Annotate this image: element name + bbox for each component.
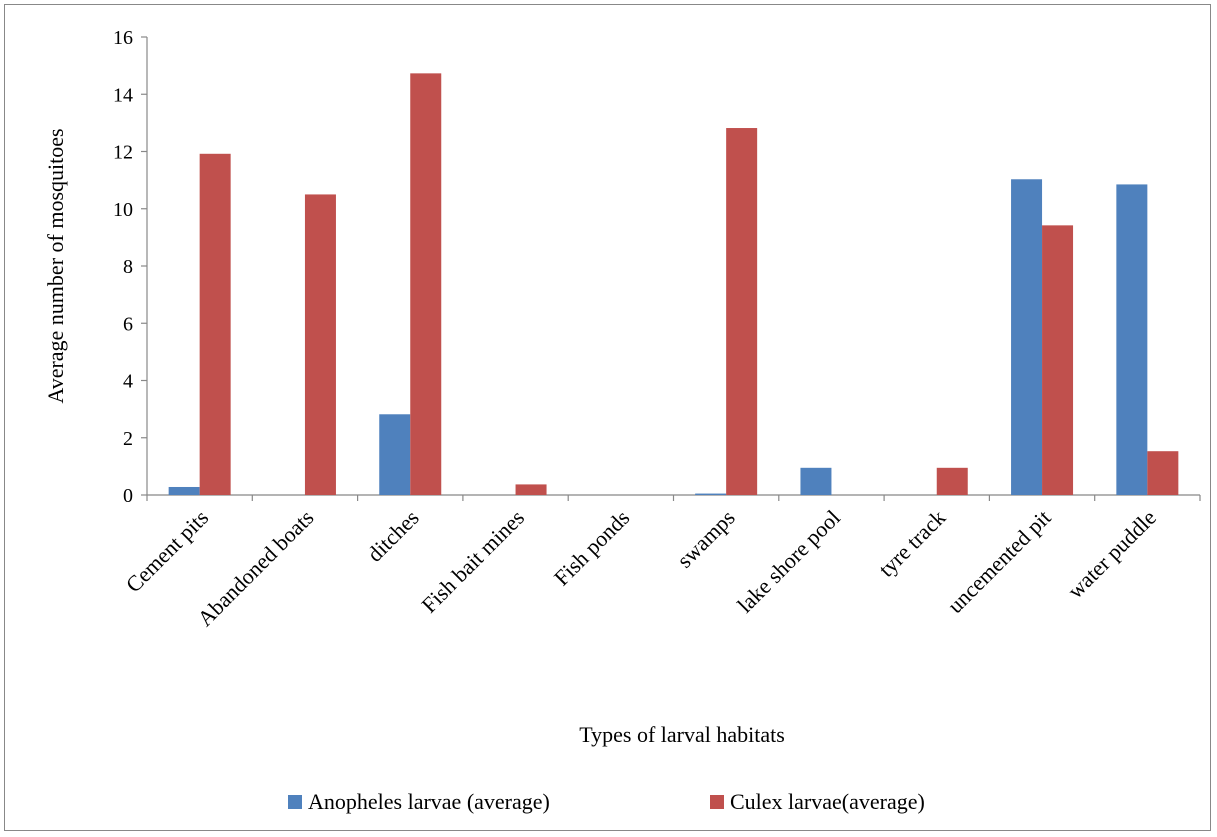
anopheles-bar-3 <box>379 414 411 495</box>
x-tick-label: Fish ponds <box>549 505 635 591</box>
anopheles-bar-10 <box>1116 184 1148 495</box>
x-axis-label: Types of larval habitats <box>579 722 785 747</box>
culex-bar-9 <box>1042 225 1074 496</box>
anopheles-bar-9 <box>1011 179 1043 496</box>
legend-label: Anopheles larvae (average) <box>308 789 550 814</box>
y-axis-label: Average number of mosquitoes <box>43 128 68 403</box>
legend: Anopheles larvae (average) Culex larvae(a… <box>288 789 925 814</box>
y-tick-label: 0 <box>123 485 133 507</box>
bars <box>168 73 1179 496</box>
x-tick-label: lake shore pool <box>732 505 845 618</box>
y-axis: 0 2 4 6 8 10 12 14 16 <box>113 27 148 507</box>
culex-bar-8 <box>936 467 968 495</box>
x-tick-label: swamps <box>672 505 740 573</box>
y-tick-label: 6 <box>123 313 133 335</box>
x-tick-label: water puddle <box>1062 505 1160 603</box>
legend-swatch <box>710 795 724 809</box>
y-tick-label: 4 <box>123 371 133 393</box>
anopheles-bar-6 <box>695 493 727 495</box>
x-tick-label: Fish bait mines <box>416 505 529 618</box>
y-tick-label: 8 <box>123 256 133 278</box>
legend-swatch <box>288 795 302 809</box>
culex-bar-1 <box>199 153 231 496</box>
legend-label: Culex larvae(average) <box>730 789 925 814</box>
culex-bar-6 <box>726 128 758 495</box>
y-tick-label: 16 <box>113 27 133 49</box>
culex-bar-3 <box>410 73 442 495</box>
y-tick-label: 14 <box>113 84 133 106</box>
anopheles-bar-1 <box>168 486 200 495</box>
x-tick-label: Cement pits <box>121 505 213 597</box>
culex-bar-10 <box>1147 451 1179 495</box>
anopheles-bar-7 <box>800 467 832 495</box>
culex-bar-2 <box>304 194 336 495</box>
x-tick-label: ditches <box>362 505 424 567</box>
y-tick-label: 2 <box>123 428 133 450</box>
y-tick-label: 10 <box>113 199 133 221</box>
culex-bar-4 <box>515 484 547 495</box>
x-axis <box>146 494 1201 501</box>
y-tick-label: 12 <box>113 142 133 164</box>
x-tick-label: tyre track <box>873 505 950 582</box>
x-tick-label: uncemented pit <box>942 505 1055 618</box>
